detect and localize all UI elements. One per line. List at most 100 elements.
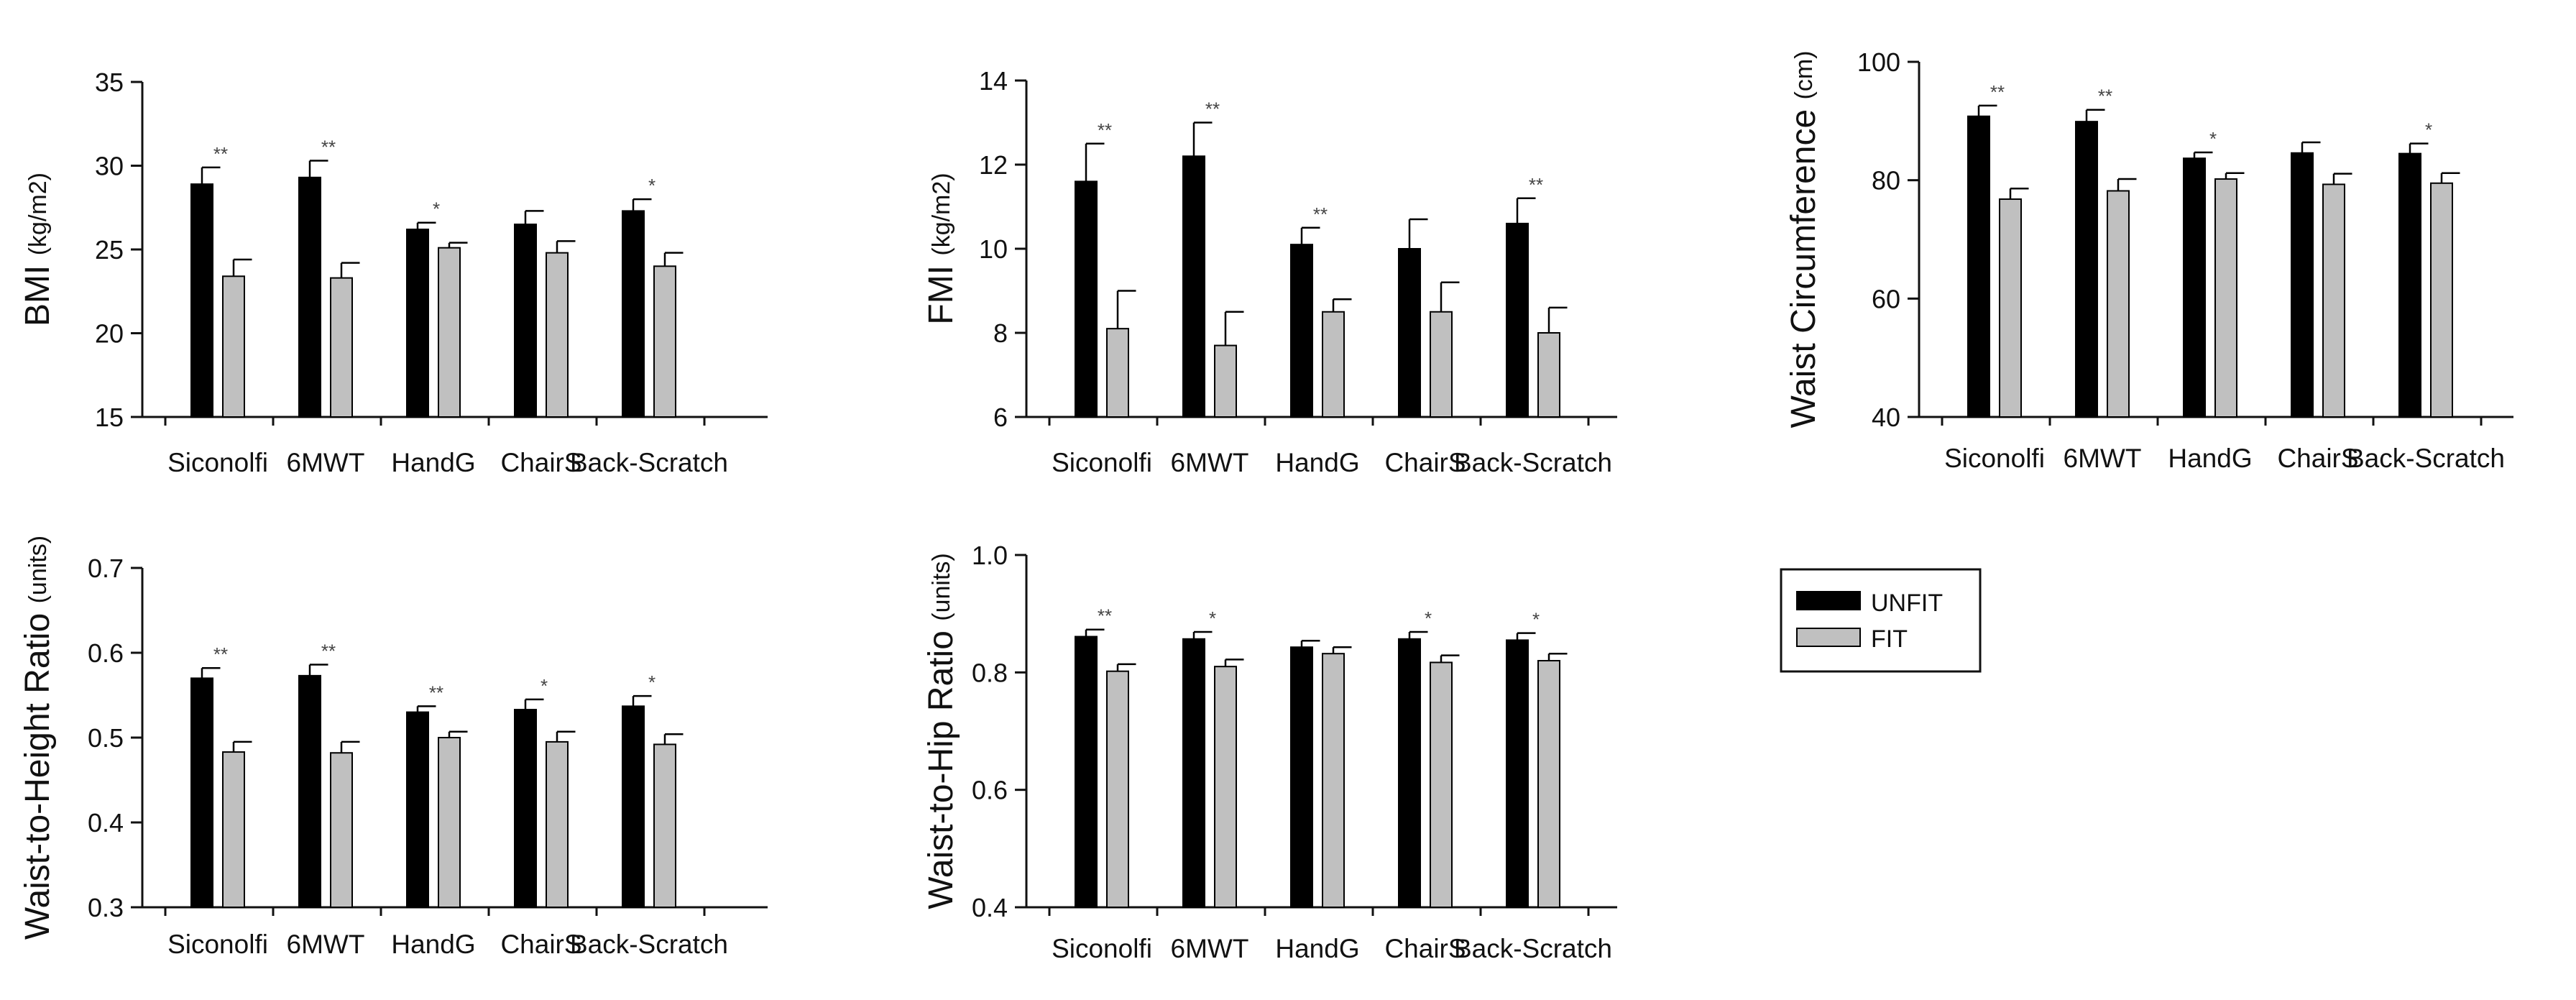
panel3-bar-fit bbox=[2107, 190, 2130, 418]
panel1-y-tick-label: 15 bbox=[95, 403, 124, 432]
panel3-y-axis-title-main: Waist Circumference bbox=[1785, 99, 1823, 428]
panel3-y-axis-title: Waist Circumference (cm) bbox=[1785, 51, 1823, 428]
panel4-category-label: HandG bbox=[391, 930, 475, 959]
panel4-bar-unfit bbox=[190, 677, 213, 909]
panel1-category-label: Siconolfi bbox=[167, 448, 268, 477]
panel2-significance-marker: ** bbox=[1313, 203, 1328, 225]
panel2-bar-unfit bbox=[1506, 222, 1529, 418]
panel2-category-label: Back-Scratch bbox=[1454, 448, 1612, 477]
legend-swatch-fit bbox=[1796, 628, 1861, 647]
panel3-bar-unfit bbox=[1967, 115, 1990, 418]
panel4-y-tick-label: 0.5 bbox=[88, 723, 124, 753]
panel4-category-label: Siconolfi bbox=[167, 930, 268, 959]
panel4-y-tick-label: 0.6 bbox=[88, 638, 124, 668]
panel1-y-axis-title-unit: (kg/m2) bbox=[24, 173, 52, 255]
panel5-y-axis-title-main: Waist-to-Hip Ratio bbox=[922, 621, 960, 909]
panel2-y-tick-label: 14 bbox=[979, 66, 1008, 96]
panel1-significance-marker: ** bbox=[321, 137, 336, 158]
panel2-y-axis-title: FMI (kg/m2) bbox=[922, 173, 960, 324]
panel2-bar-unfit bbox=[1075, 180, 1098, 418]
panel4-bar-fit bbox=[222, 751, 245, 909]
panel5-y-axis-title-unit: (units) bbox=[928, 553, 955, 620]
panel4-significance-marker: ** bbox=[429, 682, 443, 703]
panel5-bar-unfit bbox=[1290, 646, 1313, 908]
panel2-bar-unfit bbox=[1290, 244, 1313, 418]
panel4-significance-marker: ** bbox=[321, 641, 336, 662]
panel2-category-label: ChairS bbox=[1384, 448, 1466, 477]
legend-label-fit: FIT bbox=[1871, 625, 1908, 653]
panel4-y-tick-label: 0.7 bbox=[88, 554, 124, 583]
panel5-bar-fit bbox=[1537, 660, 1560, 908]
panel1-y-tick-label: 20 bbox=[95, 319, 124, 349]
legend: UNFIT FIT bbox=[1780, 568, 1982, 673]
panel4-y-axis-title-main: Waist-to-Height Ratio bbox=[19, 603, 57, 940]
panel1-y-axis-title-main: BMI bbox=[19, 255, 57, 326]
panel4-bar-unfit bbox=[514, 709, 537, 908]
panel1-bar-unfit bbox=[190, 183, 213, 418]
panel4-y-tick-label: 0.4 bbox=[88, 808, 124, 838]
panel5-significance-marker: * bbox=[1425, 607, 1432, 629]
panel3-bar-unfit bbox=[2183, 157, 2206, 418]
panel3-y-tick-label: 80 bbox=[1872, 166, 1900, 196]
panel2-y-tick-label: 8 bbox=[993, 318, 1008, 348]
panel2-bar-unfit bbox=[1398, 248, 1421, 418]
panel2-y-tick-label: 6 bbox=[993, 403, 1008, 432]
panel4-bar-fit bbox=[330, 752, 353, 908]
panel4-category-label: Back-Scratch bbox=[570, 930, 728, 959]
panel1-y-axis-title: BMI (kg/m2) bbox=[19, 173, 57, 326]
panel4-bar-unfit bbox=[406, 711, 429, 908]
panel4-bar-unfit bbox=[298, 674, 321, 908]
panel1-category-label: 6MWT bbox=[287, 448, 365, 477]
panel2-y-tick-label: 10 bbox=[979, 234, 1008, 264]
panel3-y-tick-label: 100 bbox=[1857, 47, 1900, 77]
panel5-y-tick-label: 0.6 bbox=[972, 776, 1008, 805]
panel2-bar-fit bbox=[1322, 311, 1345, 418]
panel3-bar-fit bbox=[2322, 183, 2345, 418]
panel5-bar-fit bbox=[1106, 670, 1129, 908]
panel3-bar-unfit bbox=[2291, 152, 2314, 418]
panel1-significance-marker: * bbox=[648, 175, 656, 196]
panel3-y-axis-title-unit: (cm) bbox=[1790, 51, 1818, 100]
panel3-category-label: Siconolfi bbox=[1944, 444, 2045, 473]
panel4-significance-marker: * bbox=[648, 671, 656, 693]
panel5-bar-unfit bbox=[1182, 638, 1205, 908]
panel1-bar-fit bbox=[438, 247, 461, 418]
panel1-y-tick-label: 25 bbox=[95, 235, 124, 265]
panel3-significance-marker: * bbox=[2209, 128, 2217, 150]
panel3-bar-unfit bbox=[2398, 152, 2421, 418]
legend-swatch-unfit bbox=[1796, 591, 1861, 610]
panel2-significance-marker: ** bbox=[1205, 98, 1220, 120]
panel5-bar-unfit bbox=[1506, 639, 1529, 909]
panel3-category-label: Back-Scratch bbox=[2347, 444, 2505, 473]
panel4-bar-fit bbox=[653, 743, 676, 908]
panel5-category-label: ChairS bbox=[1384, 934, 1466, 963]
panel5-category-label: HandG bbox=[1275, 934, 1359, 963]
panel1-category-label: Back-Scratch bbox=[570, 448, 728, 477]
panel1-y-tick-label: 30 bbox=[95, 152, 124, 181]
panel1-bar-unfit bbox=[298, 176, 321, 418]
panel1-bar-fit bbox=[546, 252, 569, 418]
panel4-y-tick-label: 0.3 bbox=[88, 893, 124, 922]
panel1-significance-marker: ** bbox=[213, 143, 228, 165]
panel5-y-tick-label: 1.0 bbox=[972, 541, 1008, 570]
panel2-y-axis-title-unit: (kg/m2) bbox=[928, 173, 955, 255]
panel2-category-label: HandG bbox=[1275, 448, 1359, 477]
panel3-significance-marker: * bbox=[2425, 119, 2432, 141]
panel5-bar-unfit bbox=[1075, 636, 1098, 908]
panel3-significance-marker: ** bbox=[2098, 86, 2112, 107]
panel4-bar-unfit bbox=[622, 705, 645, 909]
panel2-significance-marker: ** bbox=[1098, 119, 1112, 141]
panel3-bar-fit bbox=[2430, 182, 2453, 418]
panel3-y-tick-label: 60 bbox=[1872, 284, 1900, 313]
panel5-significance-marker: * bbox=[1209, 607, 1216, 629]
panel5-bar-fit bbox=[1430, 661, 1453, 908]
panel5-category-label: Back-Scratch bbox=[1454, 934, 1612, 963]
panel3-category-label: 6MWT bbox=[2064, 444, 2142, 473]
panel2-category-label: Siconolfi bbox=[1052, 448, 1152, 477]
panel4-y-axis-title-unit: (units) bbox=[24, 536, 52, 603]
panel1-bar-unfit bbox=[622, 210, 645, 418]
panel2-significance-marker: ** bbox=[1529, 174, 1543, 196]
panel3-bar-fit bbox=[2214, 178, 2237, 418]
panel5-bar-fit bbox=[1214, 666, 1237, 909]
